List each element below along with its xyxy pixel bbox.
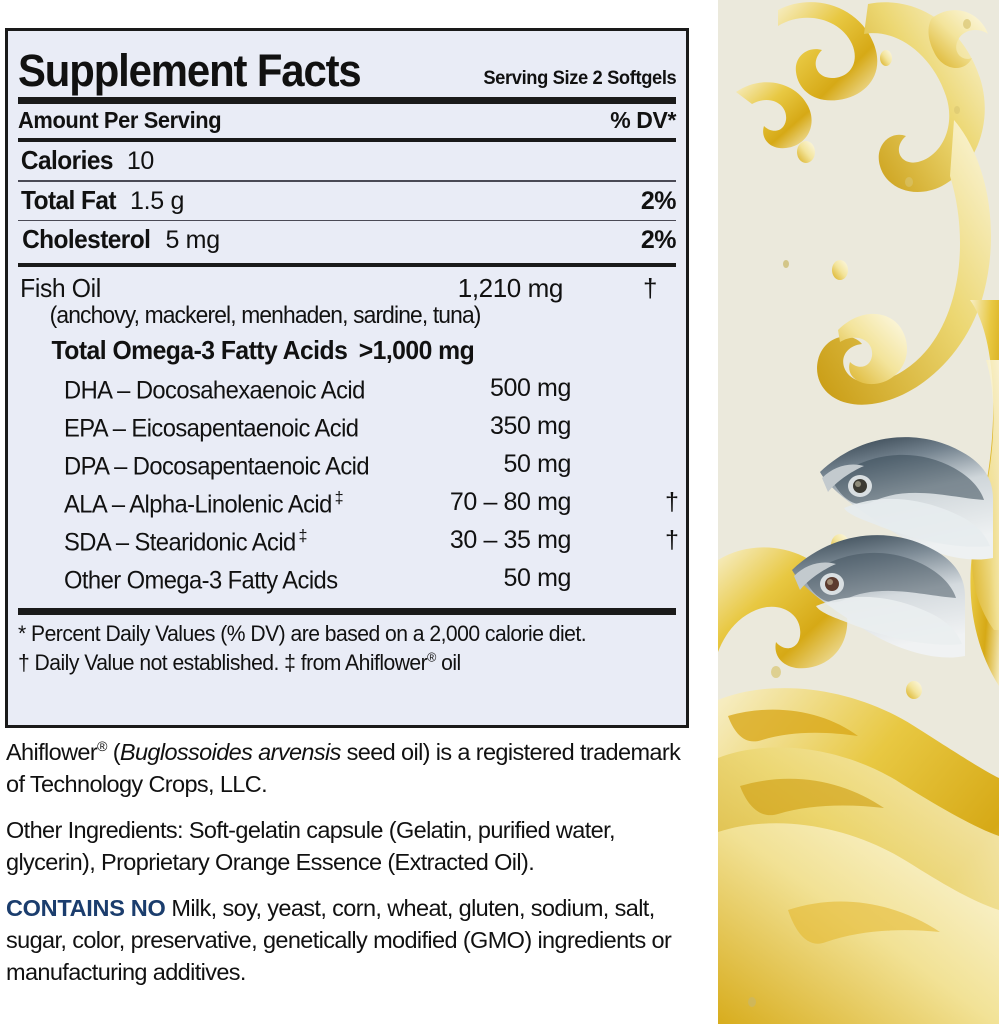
table-row: ALA – Alpha-Linolenic Acid ‡ 70 – 80 mg † xyxy=(18,488,679,526)
sub-nutrient-amount: 50 mg xyxy=(503,450,572,479)
supplement-facts-panel: Supplement Facts Serving Size 2 Softgels… xyxy=(5,28,689,728)
amount-per-serving-label: Amount Per Serving xyxy=(18,107,222,133)
footnotes-block: * Percent Daily Values (% DV) are based … xyxy=(18,615,676,677)
nutrient-amount: 1.5 g xyxy=(130,186,185,215)
sub-nutrient-name: ALA – Alpha-Linolenic Acid ‡ xyxy=(64,488,344,519)
table-row: Cholesterol 5 mg 2% xyxy=(18,221,676,259)
table-row: Other Omega-3 Fatty Acids 50 mg xyxy=(18,564,676,602)
contains-no-text: Milk, soy, yeast, corn, wheat, gluten, s… xyxy=(6,894,672,985)
fish-oil-splash-image xyxy=(718,0,999,1024)
sub-nutrient-amount: 70 – 80 mg xyxy=(449,488,571,517)
serving-size-text: Serving Size 2 Softgels xyxy=(482,66,676,89)
fish-oil-amount: 1,210 mg xyxy=(457,273,564,304)
below-panel-text: Ahiflower® (Buglossoides arvensis seed o… xyxy=(6,737,696,1003)
total-omega3-label: Total Omega-3 Fatty Acids xyxy=(51,335,348,366)
label-text-column: Supplement Facts Serving Size 2 Softgels… xyxy=(5,28,696,1003)
sub-nutrient-name: Other Omega-3 Fatty Acids xyxy=(64,566,338,595)
table-row: DHA – Docosahexaenoic Acid 500 mg xyxy=(18,374,676,412)
total-omega3-row: Total Omega-3 Fatty Acids >1,000 mg xyxy=(34,335,659,366)
nutrient-amount: 5 mg xyxy=(165,226,220,255)
table-row: SDA – Stearidonic Acid ‡ 30 – 35 mg † xyxy=(18,526,679,564)
contains-no-paragraph: CONTAINS NO Milk, soy, yeast, corn, whea… xyxy=(6,893,696,989)
sub-nutrient-dv: † xyxy=(665,488,679,517)
sub-nutrient-amount: 350 mg xyxy=(490,412,571,441)
table-row: EPA – Eicosapentaenoic Acid 350 mg xyxy=(18,412,676,450)
nutrient-dv: 2% xyxy=(640,186,677,215)
nutrient-name: Total Fat xyxy=(21,184,117,215)
sub-nutrient-name: DPA – Docosapentaenoic Acid xyxy=(64,452,370,481)
table-row: DPA – Docosapentaenoic Acid 50 mg xyxy=(18,450,676,488)
sub-nutrient-name: DHA – Docosahexaenoic Acid xyxy=(64,376,365,405)
rule-thin-2 xyxy=(18,219,676,222)
sub-nutrient-amount: 30 – 35 mg xyxy=(449,526,571,555)
table-row: Calories 10 xyxy=(18,142,676,180)
sub-nutrient-amount: 50 mg xyxy=(503,564,572,593)
rule-thick-top xyxy=(18,97,676,104)
nutrient-dv: 2% xyxy=(640,226,677,255)
page-title: Supplement Facts xyxy=(18,45,362,96)
mackerel-fish-upper xyxy=(820,437,993,560)
sub-nutrient-dv: † xyxy=(665,526,679,555)
other-ingredients-paragraph: Other Ingredients: Soft-gelatin capsule … xyxy=(6,816,616,875)
nutrient-name: Calories xyxy=(20,145,114,175)
nutrient-amount: 10 xyxy=(126,147,155,175)
nutrient-name: Cholesterol xyxy=(22,224,151,255)
rule-under-cholesterol xyxy=(18,263,676,268)
fish-oil-name: Fish Oil xyxy=(20,273,101,304)
fish-oil-row: Fish Oil 1,210 mg † xyxy=(18,269,676,304)
total-omega3-amount: >1,000 mg xyxy=(358,335,475,366)
sub-nutrient-name: SDA – Stearidonic Acid ‡ xyxy=(64,526,308,557)
footnote-percent-dv: * Percent Daily Values (% DV) are based … xyxy=(18,621,587,647)
sub-nutrient-name: EPA – Eicosapentaenoic Acid xyxy=(64,414,359,443)
supplement-facts-header: Supplement Facts Serving Size 2 Softgels xyxy=(18,31,676,93)
contains-no-label: CONTAINS NO xyxy=(6,894,166,921)
fish-oil-sources: (anchovy, mackerel, menhaden, sardine, t… xyxy=(49,302,482,330)
rule-above-footnotes xyxy=(18,608,676,616)
trademark-paragraph: Ahiflower® (Buglossoides arvensis seed o… xyxy=(6,738,681,797)
sub-nutrient-amount: 500 mg xyxy=(490,374,571,403)
rule-thin-1 xyxy=(18,180,676,182)
amount-per-serving-header-row: Amount Per Serving % DV* xyxy=(18,104,676,138)
fish-oil-block: Fish Oil 1,210 mg † (anchovy, mackerel, … xyxy=(18,267,679,602)
table-row: Total Fat 1.5 g 2% xyxy=(18,182,676,220)
mackerel-fish-lower xyxy=(792,535,965,658)
percent-dv-label: % DV* xyxy=(610,107,676,133)
footnote-daily-value: † Daily Value not established. ‡ from Ah… xyxy=(18,649,461,676)
fish-oil-dv: † xyxy=(643,273,658,304)
rule-under-header xyxy=(18,138,676,142)
